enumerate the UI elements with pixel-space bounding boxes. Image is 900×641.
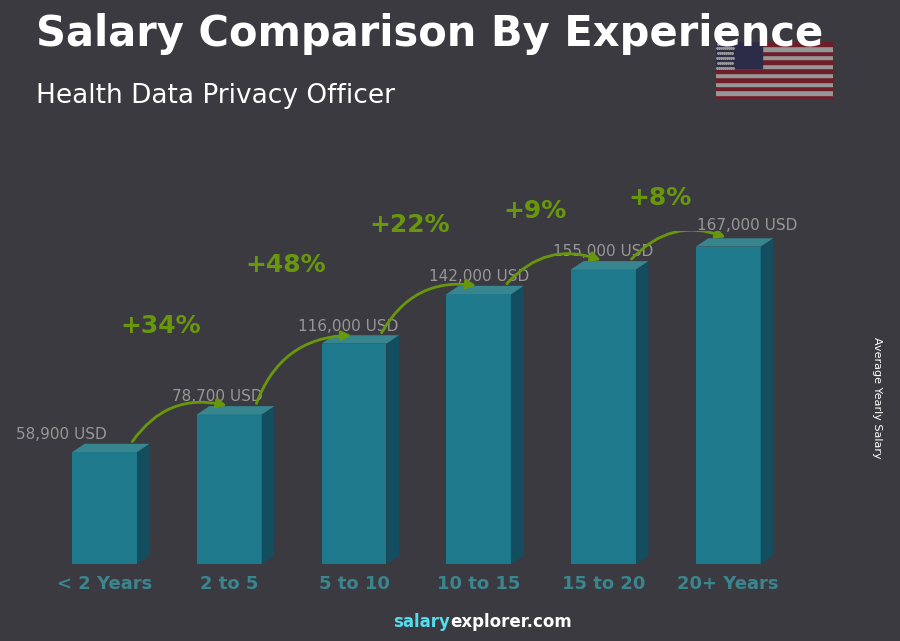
Text: salary: salary <box>393 613 450 631</box>
Polygon shape <box>262 406 274 564</box>
Text: +48%: +48% <box>245 253 326 277</box>
Text: +9%: +9% <box>503 199 566 223</box>
Bar <box>321 344 386 564</box>
FancyArrowPatch shape <box>256 332 348 404</box>
Bar <box>716 64 832 69</box>
Bar <box>716 90 832 95</box>
Text: 155,000 USD: 155,000 USD <box>554 244 653 260</box>
Text: +34%: +34% <box>121 314 201 338</box>
Text: Average Yearly Salary: Average Yearly Salary <box>872 337 883 458</box>
FancyArrowPatch shape <box>507 253 598 284</box>
Text: 78,700 USD: 78,700 USD <box>172 390 262 404</box>
Polygon shape <box>760 238 773 564</box>
FancyArrowPatch shape <box>132 399 223 442</box>
Text: +8%: +8% <box>628 186 691 210</box>
Bar <box>197 415 262 564</box>
Text: 142,000 USD: 142,000 USD <box>428 269 529 284</box>
FancyArrowPatch shape <box>382 280 472 333</box>
Text: Salary Comparison By Experience: Salary Comparison By Experience <box>36 13 824 55</box>
Polygon shape <box>137 444 149 564</box>
Bar <box>572 269 636 564</box>
Text: explorer.com: explorer.com <box>450 613 572 631</box>
Polygon shape <box>636 261 648 564</box>
Bar <box>72 452 137 564</box>
Bar <box>696 247 760 564</box>
Bar <box>716 42 832 46</box>
Bar <box>716 46 832 51</box>
Bar <box>446 294 511 564</box>
Bar <box>716 60 832 64</box>
FancyArrowPatch shape <box>632 230 723 259</box>
Polygon shape <box>696 238 773 247</box>
Polygon shape <box>572 261 648 269</box>
Text: Health Data Privacy Officer: Health Data Privacy Officer <box>36 83 395 110</box>
Bar <box>716 77 832 81</box>
Polygon shape <box>321 335 399 344</box>
Text: 116,000 USD: 116,000 USD <box>298 319 398 333</box>
Polygon shape <box>386 335 399 564</box>
Polygon shape <box>511 286 524 564</box>
Text: 58,900 USD: 58,900 USD <box>15 427 106 442</box>
Polygon shape <box>72 444 149 452</box>
Polygon shape <box>446 286 524 294</box>
Bar <box>716 69 832 72</box>
Polygon shape <box>197 406 274 415</box>
Text: +22%: +22% <box>370 213 451 237</box>
Bar <box>716 42 762 69</box>
Bar <box>716 72 832 77</box>
Bar <box>716 81 832 86</box>
Bar <box>716 86 832 90</box>
Bar <box>716 95 832 99</box>
Text: 167,000 USD: 167,000 USD <box>697 219 797 233</box>
Bar <box>716 51 832 55</box>
Bar <box>716 55 832 60</box>
